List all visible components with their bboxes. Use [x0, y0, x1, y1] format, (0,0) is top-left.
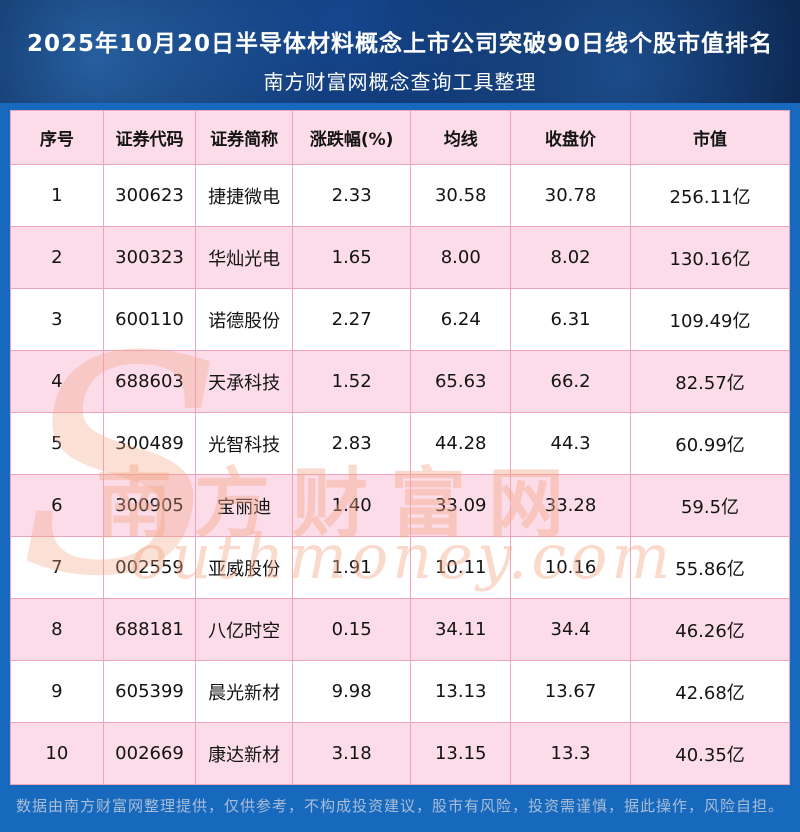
table-cell: 13.67 — [510, 660, 632, 723]
table-cell: 44.3 — [510, 412, 632, 475]
table-cell: 8.02 — [510, 226, 632, 289]
table-cell: 59.5亿 — [630, 474, 790, 537]
table-cell: 30.78 — [510, 164, 632, 227]
column-header: 证券代码 — [102, 110, 197, 165]
table-cell: 82.57亿 — [630, 350, 790, 413]
table-cell: 2.83 — [291, 412, 412, 475]
table-cell: 4 — [10, 350, 104, 413]
column-header: 均线 — [410, 110, 512, 165]
table-cell: 2.33 — [291, 164, 412, 227]
table-cell: 1.40 — [291, 474, 412, 537]
table-cell: 30.58 — [410, 164, 512, 227]
table-cell: 10.11 — [410, 536, 512, 599]
page-title: 2025年10月20日半导体材料概念上市公司突破90日线个股市值排名 — [26, 31, 774, 57]
table-cell: 康达新材 — [195, 722, 293, 785]
table-row: 4 688603 天承科技 1.52 65.63 66.2 82.57亿 — [10, 350, 790, 413]
table-row: 5 300489 光智科技 2.83 44.28 44.3 60.99亿 — [10, 412, 790, 475]
table-cell: 55.86亿 — [630, 536, 790, 599]
table-row: 8 688181 八亿时空 0.15 34.11 34.4 46.26亿 — [10, 598, 790, 661]
table-cell: 光智科技 — [195, 412, 293, 475]
table-cell: 688603 — [102, 350, 197, 413]
table-cell: 256.11亿 — [630, 164, 790, 227]
table-cell: 9 — [10, 660, 104, 723]
table-cell: 2.27 — [291, 288, 412, 351]
table-cell: 9.98 — [291, 660, 412, 723]
table-cell: 天承科技 — [195, 350, 293, 413]
table-cell: 300905 — [102, 474, 197, 537]
table-cell: 5 — [10, 412, 104, 475]
table-cell: 60.99亿 — [630, 412, 790, 475]
stock-table-container: 序号 证券代码 证券简称 涨跌幅(%) 均线 收盘价 市值 1 300623 捷捷微电 2.33 3… — [10, 110, 790, 785]
table-header-row: 序号 证券代码 证券简称 涨跌幅(%) 均线 收盘价 市值 — [10, 110, 790, 165]
table-cell: 46.26亿 — [630, 598, 790, 661]
table-cell: 宝丽迪 — [195, 474, 293, 537]
table-cell: 34.4 — [510, 598, 632, 661]
table-cell: 66.2 — [510, 350, 632, 413]
table-cell: 300323 — [102, 226, 197, 289]
table-cell: 002559 — [102, 536, 197, 599]
table-cell: 65.63 — [410, 350, 512, 413]
table-cell: 10 — [10, 722, 104, 785]
table-cell: 42.68亿 — [630, 660, 790, 723]
top-banner: 2025年10月20日半导体材料概念上市公司突破90日线个股市值排名 南方财富网… — [0, 0, 800, 103]
table-row: 1 300623 捷捷微电 2.33 30.58 30.78 256.11亿 — [10, 164, 790, 227]
table-cell: 晨光新材 — [195, 660, 293, 723]
table-cell: 33.28 — [510, 474, 632, 537]
table-cell: 8.00 — [410, 226, 512, 289]
table-cell: 300489 — [102, 412, 197, 475]
table-row: 2 300323 华灿光电 1.65 8.00 8.02 130.16亿 — [10, 226, 790, 289]
table-cell: 13.15 — [410, 722, 512, 785]
table-row: 6 300905 宝丽迪 1.40 33.09 33.28 59.5亿 — [10, 474, 790, 537]
column-header: 序号 — [10, 110, 104, 165]
column-header: 收盘价 — [510, 110, 632, 165]
table-cell: 605399 — [102, 660, 197, 723]
table-cell: 诺德股份 — [195, 288, 293, 351]
table-cell: 34.11 — [410, 598, 512, 661]
table-cell: 6 — [10, 474, 104, 537]
table-cell: 109.49亿 — [630, 288, 790, 351]
table-cell: 1 — [10, 164, 104, 227]
table-cell: 八亿时空 — [195, 598, 293, 661]
table-row: 7 002559 亚威股份 1.91 10.11 10.16 55.86亿 — [10, 536, 790, 599]
column-header: 证券简称 — [195, 110, 293, 165]
stock-table: 序号 证券代码 证券简称 涨跌幅(%) 均线 收盘价 市值 1 300623 捷捷微电 2.33 3… — [10, 110, 790, 785]
table-row: 9 605399 晨光新材 9.98 13.13 13.67 42.68亿 — [10, 660, 790, 723]
table-cell: 13.3 — [510, 722, 632, 785]
table-cell: 10.16 — [510, 536, 632, 599]
column-header: 涨跌幅(%) — [291, 110, 412, 165]
table-cell: 13.13 — [410, 660, 512, 723]
table-row: 10 002669 康达新材 3.18 13.15 13.3 40.35亿 — [10, 722, 790, 785]
table-cell: 捷捷微电 — [195, 164, 293, 227]
page-subtitle: 南方财富网概念查询工具整理 — [263, 70, 537, 94]
table-body: 1 300623 捷捷微电 2.33 30.58 30.78 256.11亿 2 300323 华… — [10, 164, 790, 785]
footer-disclaimer: 数据由南方财富网整理提供，仅供参考，不构成投资建议，股市有风险，投资需谨慎，据此… — [15, 797, 784, 815]
table-cell: 7 — [10, 536, 104, 599]
table-cell: 亚威股份 — [195, 536, 293, 599]
column-header: 市值 — [630, 110, 790, 165]
table-cell: 6.31 — [510, 288, 632, 351]
table-cell: 002669 — [102, 722, 197, 785]
table-cell: 130.16亿 — [630, 226, 790, 289]
table-cell: 6.24 — [410, 288, 512, 351]
table-cell: 688181 — [102, 598, 197, 661]
table-row: 3 600110 诺德股份 2.27 6.24 6.31 109.49亿 — [10, 288, 790, 351]
table-cell: 1.65 — [291, 226, 412, 289]
table-cell: 600110 — [102, 288, 197, 351]
table-cell: 33.09 — [410, 474, 512, 537]
table-cell: 0.15 — [291, 598, 412, 661]
table-cell: 3 — [10, 288, 104, 351]
table-cell: 300623 — [102, 164, 197, 227]
table-cell: 2 — [10, 226, 104, 289]
table-cell: 华灿光电 — [195, 226, 293, 289]
table-cell: 3.18 — [291, 722, 412, 785]
table-cell: 44.28 — [410, 412, 512, 475]
table-cell: 1.91 — [291, 536, 412, 599]
table-cell: 40.35亿 — [630, 722, 790, 785]
table-cell: 8 — [10, 598, 104, 661]
table-cell: 1.52 — [291, 350, 412, 413]
